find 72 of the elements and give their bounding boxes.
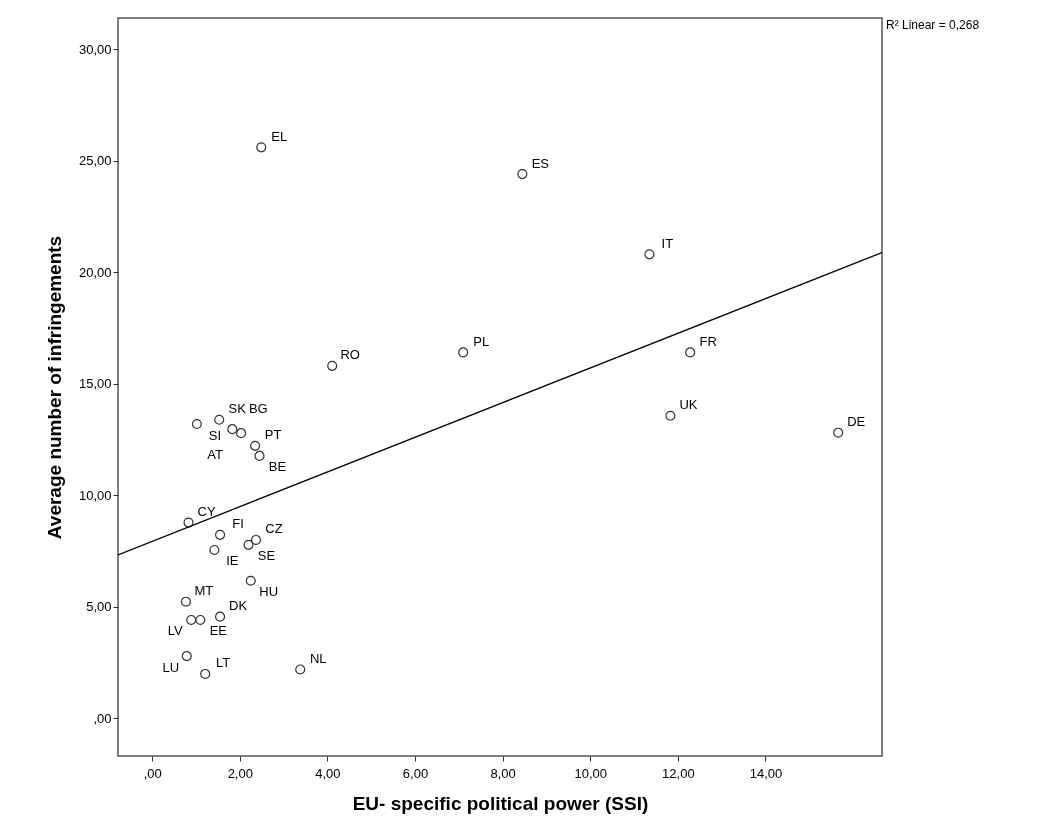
y-tick-label: 25,00 bbox=[78, 153, 112, 169]
x-tick-label: ,00 bbox=[143, 765, 162, 781]
point bbox=[295, 664, 306, 675]
point bbox=[665, 410, 676, 421]
x-tick-label: 10,00 bbox=[574, 765, 608, 781]
point bbox=[236, 428, 247, 439]
annotation: PT bbox=[264, 427, 282, 443]
annotation: BE bbox=[268, 459, 287, 475]
point bbox=[186, 614, 197, 626]
point bbox=[517, 169, 528, 180]
annotation: EL bbox=[271, 128, 288, 144]
point bbox=[214, 414, 225, 425]
y-tick-label: 20,00 bbox=[78, 264, 112, 280]
annotation: SK bbox=[228, 401, 247, 417]
annotation: RO bbox=[340, 347, 360, 363]
annotation: LT bbox=[216, 655, 231, 671]
annotation: IT bbox=[661, 235, 674, 251]
point bbox=[243, 539, 254, 550]
x-tick-label: 14,00 bbox=[749, 765, 783, 781]
annotation: BG bbox=[248, 400, 268, 416]
annotation: DE bbox=[847, 414, 866, 430]
point bbox=[250, 440, 261, 451]
annotation: DK bbox=[229, 598, 248, 614]
x-tick-label: 12,00 bbox=[662, 765, 695, 781]
point bbox=[245, 575, 256, 586]
point bbox=[685, 347, 696, 358]
annotation: CZ bbox=[265, 521, 283, 537]
annotation: MT bbox=[194, 583, 214, 599]
point bbox=[250, 534, 262, 546]
annotation: LU bbox=[162, 659, 180, 675]
y-tick-label: 10,00 bbox=[78, 487, 112, 503]
y-tick-label: 15,00 bbox=[78, 376, 112, 392]
annotation: SI bbox=[208, 427, 221, 443]
point bbox=[209, 544, 220, 556]
y-tick-label: 5,00 bbox=[86, 599, 112, 615]
point bbox=[833, 427, 844, 438]
annotation: FR bbox=[699, 333, 717, 349]
point bbox=[195, 614, 206, 626]
point bbox=[183, 517, 194, 528]
point bbox=[227, 424, 238, 435]
annotation: CY bbox=[197, 504, 216, 520]
annotation: EE bbox=[209, 623, 228, 639]
point bbox=[181, 651, 192, 662]
point bbox=[180, 596, 191, 607]
point bbox=[191, 418, 202, 430]
y-axis-title: Average number of infringements bbox=[43, 235, 65, 540]
y-tick-label: 30,00 bbox=[78, 41, 112, 57]
point bbox=[458, 347, 469, 358]
point bbox=[644, 249, 655, 260]
annotation: FI bbox=[232, 516, 244, 532]
annotation: ES bbox=[531, 155, 550, 171]
point bbox=[254, 450, 265, 461]
annotation: NL bbox=[309, 650, 327, 666]
x-tick-label: 8,00 bbox=[490, 765, 516, 781]
x-axis-title: EU- specific political power (SSI) bbox=[352, 792, 649, 814]
point bbox=[256, 142, 267, 153]
y-tick-label: ,00 bbox=[93, 710, 112, 726]
annotation: UK bbox=[679, 397, 698, 413]
text: R² Linear = 0,268 bbox=[886, 18, 980, 32]
annotation: LV bbox=[167, 623, 183, 639]
annotation: SE bbox=[257, 548, 276, 564]
annotation: IE bbox=[226, 553, 239, 569]
x-tick-label: 6,00 bbox=[402, 765, 429, 781]
annotation: AT bbox=[207, 446, 223, 462]
annotation: HU bbox=[259, 584, 279, 600]
point bbox=[215, 611, 226, 622]
x-tick-label: 4,00 bbox=[315, 765, 341, 781]
x-tick-label: 2,00 bbox=[227, 765, 253, 781]
point bbox=[327, 360, 338, 371]
point bbox=[200, 668, 211, 680]
annotation: PL bbox=[473, 333, 490, 349]
point bbox=[215, 529, 226, 540]
